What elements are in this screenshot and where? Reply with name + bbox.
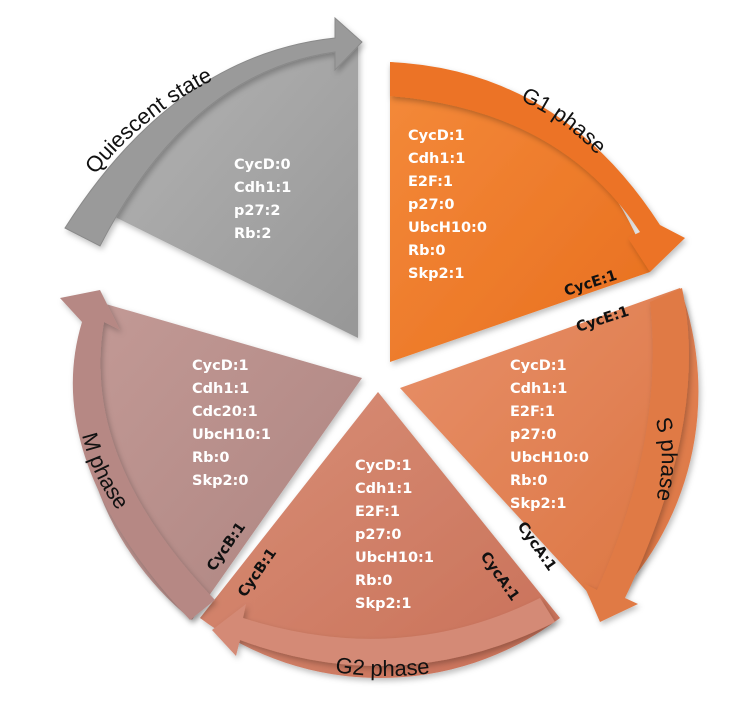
s-state-line: CycD:1 bbox=[510, 358, 567, 374]
g1-state-line: Skp2:1 bbox=[408, 266, 464, 282]
m-state-line: Cdh1:1 bbox=[192, 381, 249, 397]
g2-title: G2 phase bbox=[334, 652, 430, 681]
g1-state-line: p27:0 bbox=[408, 197, 454, 213]
quiescent-state-line: Rb:2 bbox=[234, 226, 271, 242]
g2-state-line: Rb:0 bbox=[355, 573, 392, 589]
s-state-line: Rb:0 bbox=[510, 473, 547, 489]
m-state-line: Cdc20:1 bbox=[192, 404, 258, 420]
g1-state-line: E2F:1 bbox=[408, 174, 453, 190]
quiescent-state-line: Cdh1:1 bbox=[234, 180, 291, 196]
quiescent-state-line: CycD:0 bbox=[234, 157, 291, 173]
g2-state-line: p27:0 bbox=[355, 527, 401, 543]
quiescent-wedge bbox=[105, 42, 358, 338]
g2-state-line: CycD:1 bbox=[355, 458, 412, 474]
m-state-line: Rb:0 bbox=[192, 450, 229, 466]
s-arrow bbox=[583, 288, 689, 622]
g2-wedge bbox=[200, 392, 560, 679]
g2-state-line: UbcH10:1 bbox=[355, 550, 434, 566]
g2-state-line: E2F:1 bbox=[355, 504, 400, 520]
g2-arrow bbox=[212, 598, 555, 667]
g1-state-line: UbcH10:0 bbox=[408, 220, 487, 236]
g2-sector: G2 phase CycD:1 Cdh1:1 E2F:1 p27:0 UbcH1… bbox=[200, 392, 560, 681]
s-state-line: Skp2:1 bbox=[510, 496, 566, 512]
g1-state-line: Rb:0 bbox=[408, 243, 445, 259]
g1-wedge bbox=[390, 62, 650, 362]
quiescent-state-line: p27:2 bbox=[234, 203, 280, 219]
g1-state-line: Cdh1:1 bbox=[408, 151, 465, 167]
m-state-line: Skp2:0 bbox=[192, 473, 248, 489]
m-arrow bbox=[60, 290, 215, 620]
s-state-line: E2F:1 bbox=[510, 404, 555, 420]
s-state-line: Cdh1:1 bbox=[510, 381, 567, 397]
g2-state-line: Skp2:1 bbox=[355, 596, 411, 612]
quiescent-arrow bbox=[64, 16, 363, 247]
m-state-line: CycD:1 bbox=[192, 358, 249, 374]
s-state-line: p27:0 bbox=[510, 427, 556, 443]
g2-state-line: Cdh1:1 bbox=[355, 481, 412, 497]
s-state-line: UbcH10:0 bbox=[510, 450, 589, 466]
quiescent-sector: Quiescent state CycD:0 Cdh1:1 p27:2 Rb:2 bbox=[64, 16, 363, 338]
m-state-line: UbcH10:1 bbox=[192, 427, 271, 443]
g1-arrow bbox=[390, 62, 685, 272]
g1-state-line: CycD:1 bbox=[408, 128, 465, 144]
